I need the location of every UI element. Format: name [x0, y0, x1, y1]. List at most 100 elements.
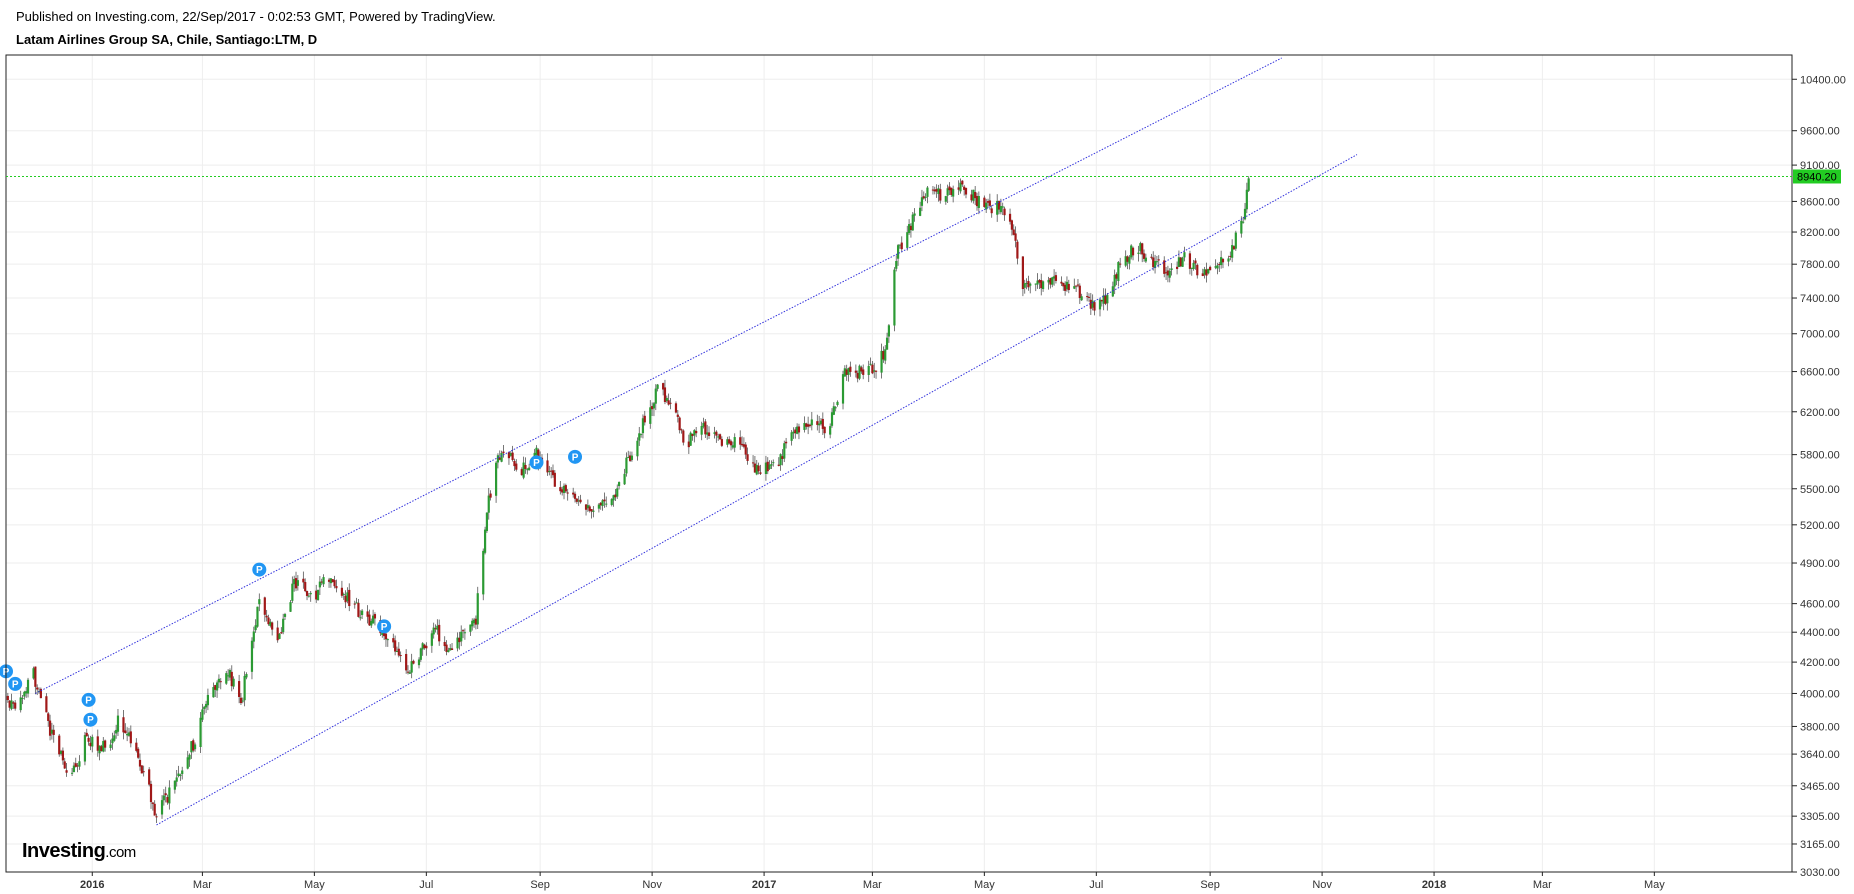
- candle-body: [472, 619, 476, 624]
- event-marker[interactable]: P: [8, 676, 23, 691]
- candle-body: [283, 614, 287, 617]
- candle-body: [395, 651, 399, 653]
- candle: [515, 459, 518, 472]
- candle: [1188, 250, 1192, 275]
- event-marker[interactable]: P: [529, 455, 544, 470]
- event-marker[interactable]: P: [252, 562, 267, 577]
- candle-body: [346, 592, 349, 602]
- event-marker-label: P: [533, 458, 540, 469]
- price-axis[interactable]: 3030.00 3165.00 3305.00 3465.00 3640.00 3800.…: [1792, 74, 1846, 879]
- candle: [695, 426, 698, 438]
- candle-body: [588, 506, 591, 511]
- event-marker[interactable]: P: [377, 619, 392, 634]
- candle-body: [215, 682, 219, 691]
- candle: [638, 426, 641, 446]
- candle: [1001, 202, 1004, 216]
- candle-body: [100, 746, 103, 752]
- candle-body: [900, 242, 903, 250]
- candle-body: [577, 500, 580, 502]
- candle: [76, 762, 79, 773]
- candle-body: [250, 640, 254, 672]
- y-tick-label: 5200.00: [1800, 520, 1840, 532]
- candle-body: [115, 729, 118, 734]
- candle: [357, 598, 360, 618]
- candle-body: [623, 473, 626, 485]
- time-axis[interactable]: 2016 Mar May Jul Sep Nov 2017 Mar May Jul Sep Nov 20…: [80, 872, 1665, 891]
- candle: [985, 198, 988, 214]
- candle-body: [1041, 281, 1045, 290]
- candle: [663, 379, 667, 405]
- candle: [770, 460, 773, 470]
- y-tick-label: 3165.00: [1800, 839, 1840, 851]
- candle: [926, 185, 929, 204]
- candle: [880, 343, 883, 379]
- candle-body: [759, 472, 762, 474]
- candle: [614, 488, 617, 501]
- candle: [155, 813, 158, 823]
- candle: [1054, 271, 1058, 284]
- candle: [819, 418, 823, 426]
- candle: [140, 765, 143, 774]
- candle: [667, 393, 670, 406]
- candle-body: [1137, 252, 1140, 255]
- candle: [206, 688, 210, 711]
- candle: [254, 619, 257, 633]
- candle: [1231, 239, 1234, 263]
- candle-body: [511, 452, 514, 461]
- candle: [417, 657, 421, 669]
- candle-body: [597, 504, 600, 509]
- candle: [1128, 255, 1131, 270]
- symbol-title: Latam Airlines Group SA, Chile, Santiago…: [16, 32, 318, 47]
- candle: [740, 436, 744, 447]
- candle-body: [1242, 221, 1245, 223]
- candle: [616, 484, 619, 499]
- candle: [135, 738, 138, 753]
- candle-body: [383, 630, 386, 637]
- event-marker[interactable]: P: [81, 692, 96, 707]
- candle: [1139, 241, 1142, 255]
- candle-body: [1034, 283, 1037, 285]
- candle-body: [329, 578, 332, 584]
- candle-body: [104, 740, 107, 748]
- candle: [821, 412, 824, 435]
- candle: [219, 678, 222, 690]
- candle: [1117, 261, 1120, 287]
- candle: [605, 496, 608, 508]
- candle-body: [142, 771, 145, 773]
- event-marker[interactable]: P: [568, 449, 583, 464]
- candle: [887, 324, 891, 343]
- candle: [1203, 266, 1206, 279]
- candle: [680, 428, 683, 434]
- candle: [502, 445, 505, 458]
- candle: [1214, 259, 1217, 270]
- candle-body: [959, 182, 962, 192]
- candle-body: [291, 583, 294, 601]
- candle-body: [1192, 262, 1195, 270]
- candle: [922, 191, 925, 200]
- candle: [1192, 259, 1195, 271]
- candle-body: [394, 640, 397, 652]
- candle-body: [612, 495, 615, 501]
- candle-body: [706, 432, 709, 435]
- x-tick-label: May: [974, 879, 995, 891]
- candle: [959, 178, 962, 194]
- candle-body: [926, 187, 929, 197]
- candle: [32, 666, 35, 680]
- candle-body: [858, 365, 861, 379]
- candle: [302, 571, 305, 589]
- candle-body: [952, 189, 955, 197]
- candle-body: [1115, 274, 1118, 279]
- candle: [816, 414, 819, 431]
- candle: [256, 606, 259, 628]
- candle-body: [996, 200, 999, 215]
- candle-body: [729, 441, 733, 446]
- event-marker[interactable]: P: [83, 712, 98, 727]
- candle: [913, 208, 916, 222]
- candle: [425, 642, 428, 656]
- candle: [1201, 268, 1204, 277]
- candle-body: [1100, 299, 1103, 302]
- candle: [59, 749, 63, 756]
- channel-line[interactable]: [156, 154, 1358, 826]
- channel-line[interactable]: [35, 57, 1282, 694]
